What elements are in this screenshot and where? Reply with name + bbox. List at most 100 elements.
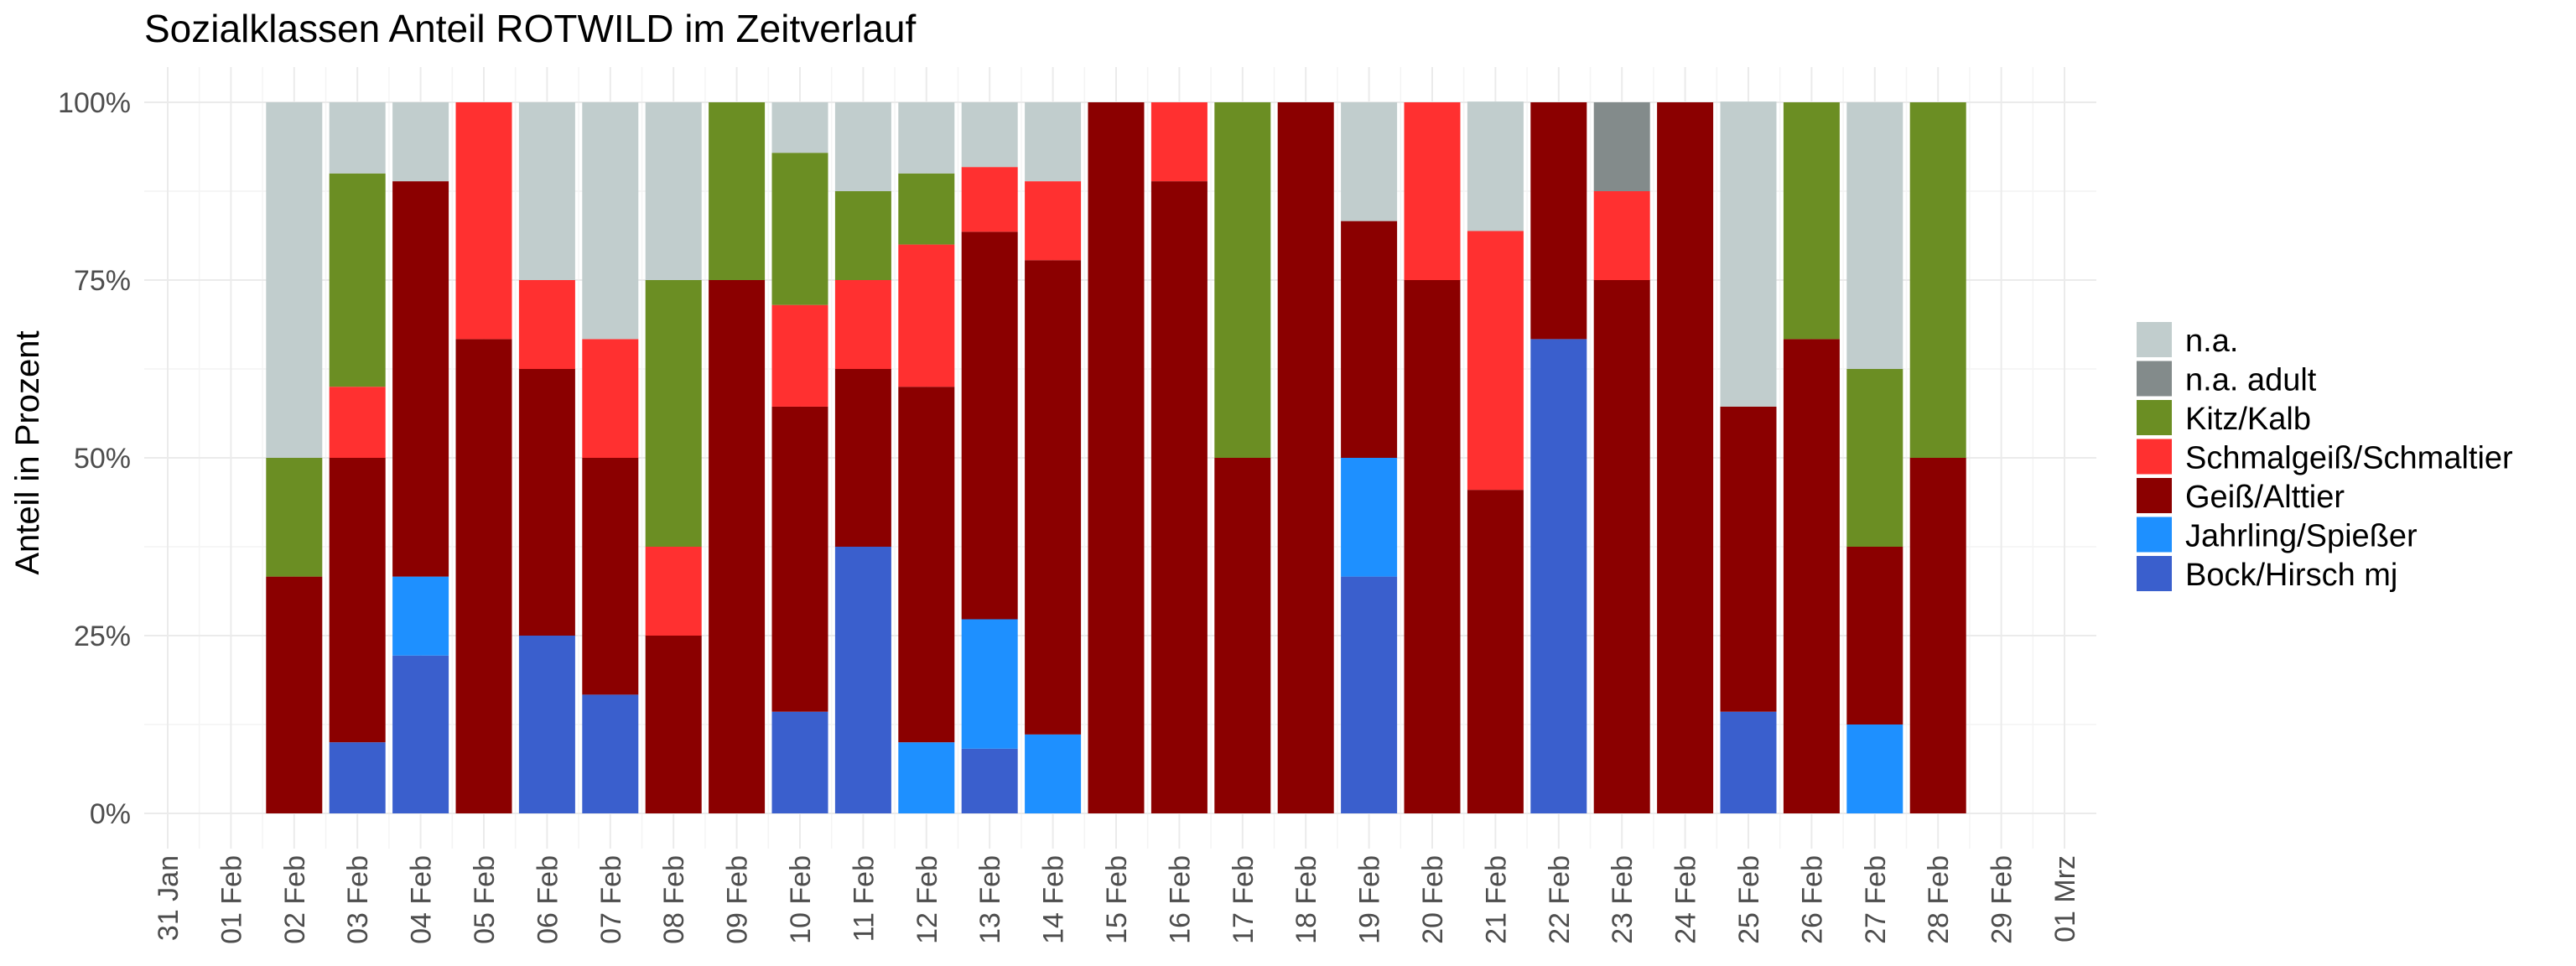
bar-segment-n-a xyxy=(518,102,575,280)
x-tick-label: 22 Feb xyxy=(1544,855,1576,944)
x-tick-label: 18 Feb xyxy=(1291,855,1322,944)
bar-segment-kitz-kalb xyxy=(709,102,766,280)
bar-segment-geiss-alttier xyxy=(582,458,639,695)
x-tick-label: 10 Feb xyxy=(785,855,817,944)
x-tick-label: 16 Feb xyxy=(1164,855,1196,944)
bar-segment-geiss-alttier xyxy=(1909,458,1966,813)
bar-segment-n-a xyxy=(329,102,386,174)
legend-swatch-jahrling-spiesser xyxy=(2137,517,2172,553)
bar-segment-schmalgeiss-schmaltier xyxy=(455,102,512,340)
bar-segment-geiss-alttier xyxy=(1593,280,1650,813)
bar-segment-schmalgeiss-schmaltier xyxy=(1150,102,1208,182)
legend-label-jahrling-spiesser: Jahrling/Spießer xyxy=(2185,519,2418,554)
x-tick-label: 04 Feb xyxy=(406,855,438,944)
legend-label-schmalgeiss-schmaltier: Schmalgeiß/Schmaltier xyxy=(2185,441,2513,476)
x-tick-label: 12 Feb xyxy=(911,855,943,944)
x-tick-label: 31 Jan xyxy=(153,855,184,941)
bar-segment-kitz-kalb xyxy=(1783,102,1840,340)
bar-segment-n-a xyxy=(898,102,955,174)
bar-segment-geiss-alttier xyxy=(266,576,323,813)
bar-segment-geiss-alttier xyxy=(1150,181,1208,814)
x-axis-ticks: 31 Jan 01 Feb 02 Feb 03 Feb 04 Feb 05 Feb 06 F… xyxy=(153,855,2081,944)
y-axis-ticks: 0% 25% 50% 75% 100% xyxy=(58,87,131,830)
bar-segment-kitz-kalb xyxy=(645,280,702,547)
chart-title: Sozialklassen Anteil ROTWILD im Zeitverl… xyxy=(144,7,917,50)
bar-segment-n-a xyxy=(1720,101,1777,407)
bar-segment-n-a xyxy=(1025,102,1082,182)
bar-segment-n-a xyxy=(582,102,639,340)
bar-segment-kitz-kalb xyxy=(266,458,323,577)
x-tick-label: 09 Feb xyxy=(722,855,754,944)
bar-segment-bock-hirsch-mj xyxy=(582,694,639,813)
x-tick-label: 01 Mrz xyxy=(2049,855,2081,943)
legend-swatch-schmalgeiss-schmaltier xyxy=(2137,439,2172,475)
y-tick-label: 25% xyxy=(74,621,131,652)
bar-segment-geiss-alttier xyxy=(1088,102,1145,813)
bar-segment-n-a xyxy=(392,102,449,182)
x-tick-label: 01 Feb xyxy=(216,855,247,944)
bar-segment-jahrling-spiesser xyxy=(898,742,955,813)
bar-segment-schmalgeiss-schmaltier xyxy=(771,304,828,407)
bar-segment-n-a xyxy=(645,102,702,280)
bar-segment-geiss-alttier xyxy=(1657,102,1714,813)
x-tick-label: 08 Feb xyxy=(658,855,690,944)
y-tick-label: 75% xyxy=(74,265,131,297)
bar-segment-schmalgeiss-schmaltier xyxy=(898,244,955,387)
bar-segment-n-a xyxy=(1341,102,1398,221)
bar-segment-bock-hirsch-mj xyxy=(1720,711,1777,813)
bar-segment-geiss-alttier xyxy=(1341,221,1398,458)
legend-label-geiss-alttier: Geiß/Alttier xyxy=(2185,480,2345,515)
bar-segment-kitz-kalb xyxy=(329,173,386,387)
bar-segment-schmalgeiss-schmaltier xyxy=(1404,102,1461,280)
bar-segment-geiss-alttier xyxy=(1783,339,1840,813)
x-tick-label: 21 Feb xyxy=(1480,855,1512,944)
bar-segment-jahrling-spiesser xyxy=(1341,458,1398,577)
bar-segment-geiss-alttier xyxy=(1214,458,1271,813)
bar-segment-bock-hirsch-mj xyxy=(392,655,449,813)
bar-segment-geiss-alttier xyxy=(645,636,702,813)
bar-segment-bock-hirsch-mj xyxy=(518,636,575,813)
bar-segment-schmalgeiss-schmaltier xyxy=(329,387,386,458)
bar-segment-n-a xyxy=(1467,101,1524,231)
bar-segment-geiss-alttier xyxy=(1404,280,1461,813)
bar-segment-jahrling-spiesser xyxy=(1846,724,1903,813)
bar-segment-kitz-kalb xyxy=(834,191,891,280)
y-tick-label: 50% xyxy=(74,443,131,475)
x-tick-label: 11 Feb xyxy=(848,855,880,942)
x-tick-label: 02 Feb xyxy=(279,855,311,944)
legend-label-n-a: n.a. xyxy=(2185,324,2238,359)
bar-segment-geiss-alttier xyxy=(834,369,891,547)
bar-segment-n-a xyxy=(834,102,891,191)
x-tick-label: 17 Feb xyxy=(1228,855,1259,944)
x-tick-label: 05 Feb xyxy=(469,855,501,944)
bars xyxy=(266,101,1966,814)
bar-segment-geiss-alttier xyxy=(1846,547,1903,724)
legend-swatch-geiss-alttier xyxy=(2137,478,2172,513)
x-tick-label: 26 Feb xyxy=(1796,855,1828,944)
bar-segment-geiss-alttier xyxy=(518,369,575,636)
bar-segment-geiss-alttier xyxy=(455,339,512,813)
x-tick-label: 13 Feb xyxy=(974,855,1006,944)
x-tick-label: 14 Feb xyxy=(1038,855,1070,944)
legend: n.a. n.a. adult Kitz/Kalb Schmalgeiß/Schmal… xyxy=(2137,322,2513,593)
bar-segment-bock-hirsch-mj xyxy=(771,711,828,813)
bar-segment-geiss-alttier xyxy=(1720,406,1777,712)
legend-label-bock-hirsch-mj: Bock/Hirsch mj xyxy=(2185,558,2397,593)
x-tick-label: 03 Feb xyxy=(342,855,374,944)
legend-swatch-n-a-adult xyxy=(2137,361,2172,397)
bar-segment-n-a xyxy=(961,102,1018,168)
bar-segment-bock-hirsch-mj xyxy=(329,742,386,813)
x-tick-label: 23 Feb xyxy=(1607,855,1639,944)
bar-segment-geiss-alttier xyxy=(1467,490,1524,813)
bar-segment-schmalgeiss-schmaltier xyxy=(834,280,891,369)
bar-segment-bock-hirsch-mj xyxy=(961,748,1018,813)
bar-segment-schmalgeiss-schmaltier xyxy=(645,547,702,636)
x-tick-label: 24 Feb xyxy=(1670,855,1702,944)
x-tick-label: 20 Feb xyxy=(1417,855,1449,944)
y-tick-label: 0% xyxy=(90,798,131,830)
bar-segment-n-a-adult xyxy=(1593,102,1650,191)
bar-segment-bock-hirsch-mj xyxy=(1341,576,1398,813)
legend-swatch-kitz-kalb xyxy=(2137,400,2172,435)
x-tick-label: 15 Feb xyxy=(1101,855,1133,944)
legend-label-n-a-adult: n.a. adult xyxy=(2185,363,2317,398)
